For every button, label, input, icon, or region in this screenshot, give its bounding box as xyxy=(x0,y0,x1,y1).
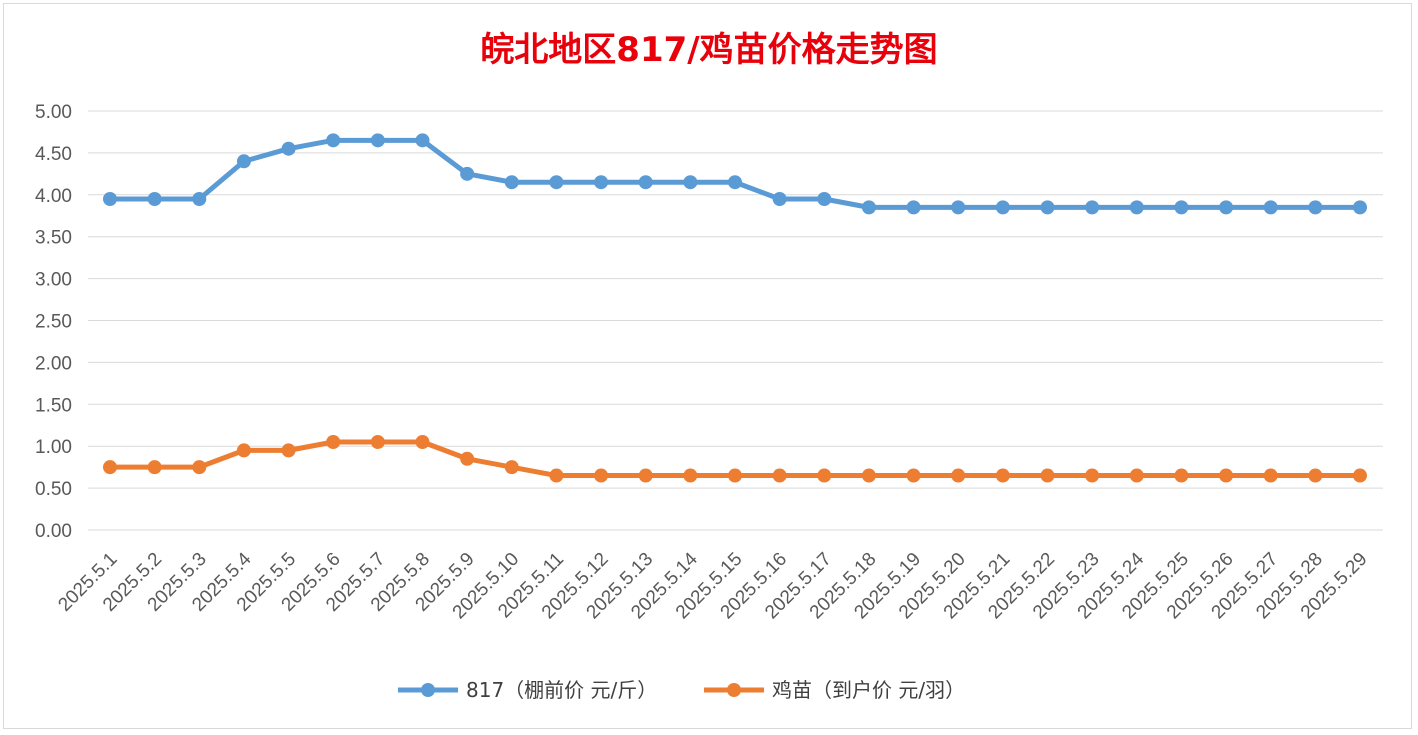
data-point xyxy=(1263,468,1278,483)
y-tick-label: 1.50 xyxy=(35,395,72,416)
legend-item: 817（棚前价 元/斤） xyxy=(398,678,657,702)
data-point xyxy=(1085,200,1100,215)
y-tick-label: 3.00 xyxy=(35,270,72,291)
data-point xyxy=(638,175,653,190)
gridlines xyxy=(88,110,1383,531)
data-point xyxy=(1040,200,1055,215)
data-point xyxy=(861,468,876,483)
data-point xyxy=(817,468,832,483)
series-1 xyxy=(103,435,1367,483)
data-point xyxy=(1129,468,1144,483)
data-point xyxy=(281,141,296,156)
series-line xyxy=(110,137,1360,210)
data-point xyxy=(192,460,207,475)
y-tick-label: 0.00 xyxy=(35,521,72,542)
data-point xyxy=(683,175,698,190)
data-point xyxy=(147,191,162,206)
data-point xyxy=(906,468,921,483)
y-tick-label: 2.50 xyxy=(35,312,72,333)
y-tick-label: 4.50 xyxy=(35,144,72,165)
legend: 817（棚前价 元/斤） 鸡苗（到户价 元/羽） xyxy=(398,678,965,702)
y-axis: 0.00 0.50 1.00 1.50 2.00 2.50 3.00 3.50 4.00 4.50… xyxy=(35,102,72,542)
data-point xyxy=(326,133,341,148)
data-point xyxy=(1308,468,1323,483)
legend-label: 鸡苗（到户价 元/羽） xyxy=(772,678,965,702)
series-0 xyxy=(103,133,1367,215)
y-tick-label: 5.00 xyxy=(35,102,72,123)
data-point xyxy=(1174,468,1189,483)
data-point xyxy=(549,175,564,190)
data-point xyxy=(683,468,698,483)
data-point xyxy=(236,154,251,169)
data-point xyxy=(1174,200,1189,215)
y-tick-label: 1.00 xyxy=(35,437,72,458)
data-point xyxy=(236,443,251,458)
data-point xyxy=(1040,468,1055,483)
y-tick-label: 4.00 xyxy=(35,186,72,207)
data-point xyxy=(951,468,966,483)
data-point xyxy=(995,468,1010,483)
series-group xyxy=(103,133,1367,483)
data-point xyxy=(817,191,832,206)
data-point xyxy=(504,460,519,475)
chart-frame xyxy=(3,3,1412,729)
data-point xyxy=(192,191,207,206)
data-point xyxy=(1353,200,1367,215)
data-point xyxy=(728,175,742,190)
legend-marker xyxy=(421,683,435,697)
data-point xyxy=(951,200,966,215)
x-axis: 2025.5.12025.5.22025.5.32025.5.42025.5.5… xyxy=(54,548,1371,623)
data-point xyxy=(906,200,921,215)
data-point xyxy=(728,468,742,483)
y-tick-label: 3.50 xyxy=(35,228,72,249)
y-tick-label: 2.00 xyxy=(35,353,72,374)
data-point xyxy=(370,133,385,148)
data-point xyxy=(370,435,385,450)
data-point xyxy=(1263,200,1278,215)
data-point xyxy=(995,200,1010,215)
data-point xyxy=(594,175,609,190)
data-point xyxy=(460,166,475,181)
data-point xyxy=(549,468,564,483)
data-point xyxy=(861,200,876,215)
data-point xyxy=(772,468,787,483)
data-point xyxy=(1085,468,1100,483)
data-point xyxy=(504,175,519,190)
chart-title: 皖北地区817/鸡苗价格走势图 xyxy=(480,30,938,70)
data-point xyxy=(281,443,296,458)
legend-label: 817（棚前价 元/斤） xyxy=(466,678,657,702)
legend-marker xyxy=(727,683,741,697)
data-point xyxy=(1219,200,1234,215)
data-point xyxy=(103,191,117,206)
data-point xyxy=(147,460,162,475)
data-point xyxy=(1308,200,1323,215)
y-tick-label: 0.50 xyxy=(35,479,72,500)
data-point xyxy=(460,451,475,466)
data-point xyxy=(1353,468,1367,483)
data-point xyxy=(772,191,787,206)
data-point xyxy=(103,460,117,475)
data-point xyxy=(594,468,609,483)
data-point xyxy=(1129,200,1144,215)
legend-item: 鸡苗（到户价 元/羽） xyxy=(704,678,965,702)
data-point xyxy=(638,468,653,483)
data-point xyxy=(415,435,430,450)
data-point xyxy=(326,435,341,450)
data-point xyxy=(1219,468,1234,483)
data-point xyxy=(415,133,430,148)
